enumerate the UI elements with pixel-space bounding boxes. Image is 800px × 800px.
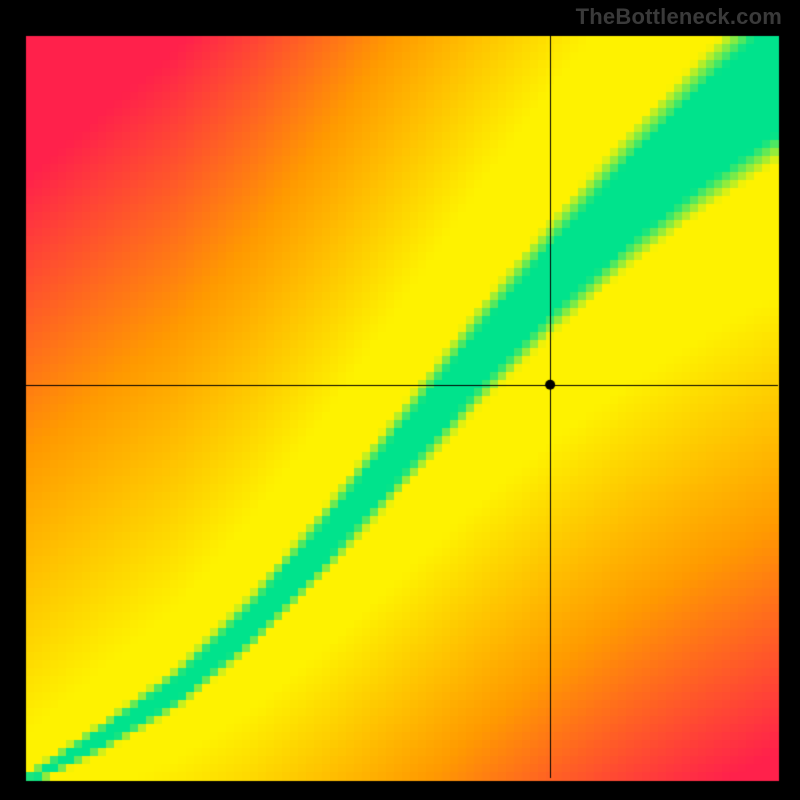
watermark-text: TheBottleneck.com	[576, 4, 782, 30]
chart-container: TheBottleneck.com	[0, 0, 800, 800]
bottleneck-heatmap	[0, 0, 800, 800]
